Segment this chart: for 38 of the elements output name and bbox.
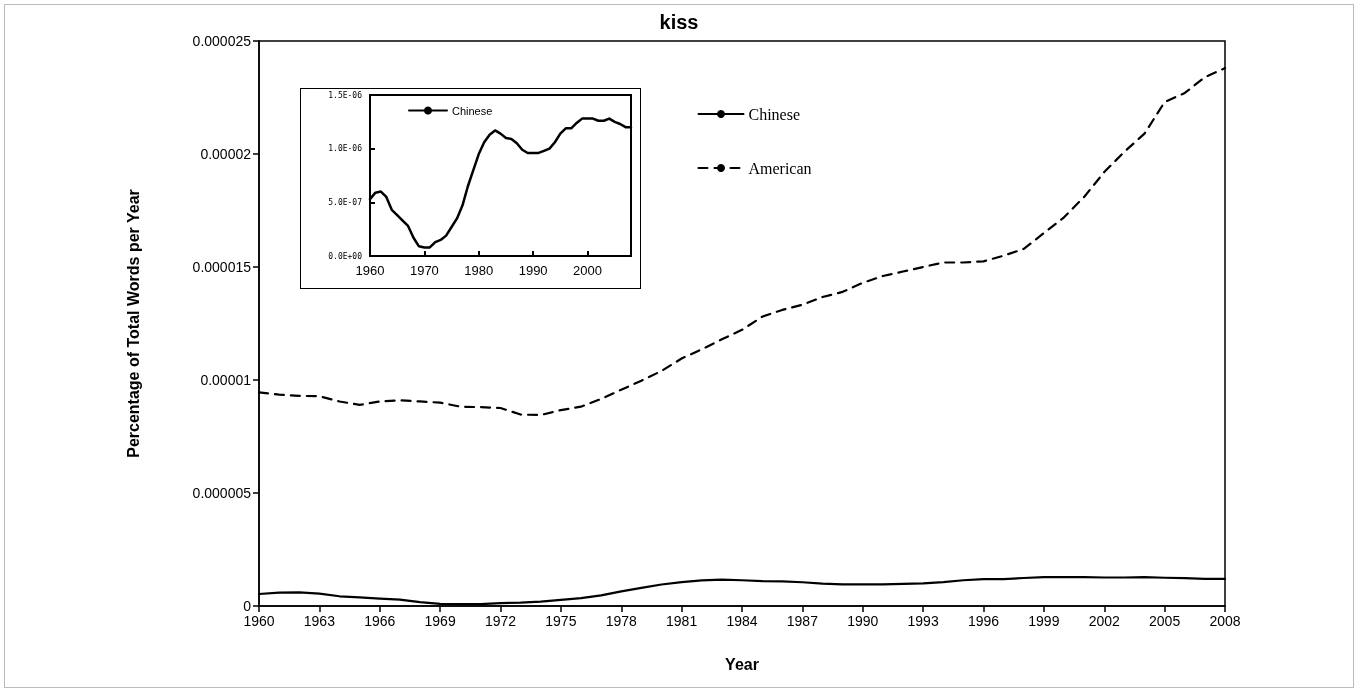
x-tick-label: 1981	[666, 613, 698, 629]
x-tick-label: 1993	[907, 613, 939, 629]
x-tick-label: 1980	[464, 263, 494, 278]
x-tick-label: 1963	[303, 613, 336, 629]
y-tick-label: 1.5E-06	[328, 90, 363, 100]
x-tick-label: 2002	[1088, 613, 1121, 629]
x-tick-label: 1999	[1028, 613, 1060, 629]
x-tick-label: 1960	[355, 263, 385, 278]
y-tick-label: 1.0E-06	[328, 144, 363, 154]
x-tick-label: 2008	[1209, 613, 1241, 629]
x-tick-label: 1975	[545, 613, 577, 629]
x-tick-label: 1970	[409, 263, 439, 278]
x-tick-label: 1972	[484, 613, 517, 629]
x-tick-label: 1990	[518, 263, 548, 278]
y-tick-label: 5.0E-07	[328, 197, 363, 207]
y-axis-title: Percentage of Total Words per Year	[124, 189, 142, 458]
y-tick-label: 0.0E+00	[328, 251, 363, 261]
x-tick-label: 1990	[847, 613, 879, 629]
y-tick-label: 0.000015	[192, 259, 252, 275]
x-tick-label: 1960	[243, 613, 275, 629]
y-tick-label: 0.000005	[192, 485, 252, 501]
x-tick-label: 1978	[605, 613, 638, 629]
legend-label: Chinese	[452, 104, 493, 117]
x-tick-label: 2005	[1149, 613, 1181, 629]
chart-title: kiss	[659, 11, 699, 33]
x-tick-label: 2000	[573, 263, 602, 278]
x-tick-label: 1996	[967, 613, 1000, 629]
y-tick-label: 0.00002	[200, 146, 252, 162]
y-tick-label: 0.000025	[192, 33, 252, 49]
x-tick-label: 1966	[364, 613, 396, 629]
x-axis-title: Year	[725, 655, 759, 673]
x-tick-label: 1969	[424, 613, 456, 629]
x-tick-label: 1987	[786, 613, 819, 629]
x-tick-label: 1984	[726, 613, 758, 629]
y-tick-label: 0	[243, 598, 252, 614]
y-tick-label: 0.00001	[200, 372, 252, 388]
legend-label: Chinese	[748, 105, 801, 123]
legend-label: American	[748, 159, 812, 177]
